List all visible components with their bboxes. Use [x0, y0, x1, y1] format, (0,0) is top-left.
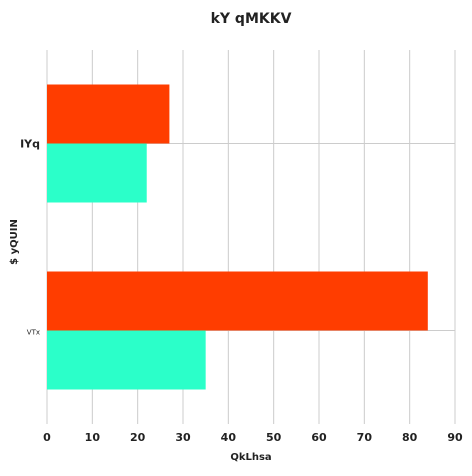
x-axis-label: QkLhsa [230, 452, 271, 463]
bars [47, 84, 428, 390]
x-tick-label: 40 [221, 431, 237, 444]
x-tick-label: 0 [43, 431, 51, 444]
x-tick-label: 10 [85, 431, 101, 444]
bar-series2-iyq [47, 143, 147, 203]
x-tick-label: 50 [266, 431, 282, 444]
y-category-label: IYq [20, 138, 40, 151]
y-axis-label: $ yQUIN [9, 219, 20, 265]
x-tick-label: 20 [130, 431, 146, 444]
bar-series1-vtx [47, 271, 428, 331]
x-tick-label: 60 [311, 431, 327, 444]
y-category-label: VTx [27, 329, 40, 337]
x-tick-label: 80 [402, 431, 418, 444]
x-tick-label: 30 [175, 431, 191, 444]
y-category-labels: IYq VTx [20, 138, 40, 337]
bar-series1-iyq [47, 84, 170, 144]
bar-series2-vtx [47, 330, 206, 390]
x-tick-labels: 0 10 20 30 40 50 60 70 80 90 [43, 431, 463, 444]
x-tick-label: 90 [447, 431, 463, 444]
x-tick-label: 70 [357, 431, 373, 444]
chart-title: kY qMKKV [211, 11, 292, 27]
